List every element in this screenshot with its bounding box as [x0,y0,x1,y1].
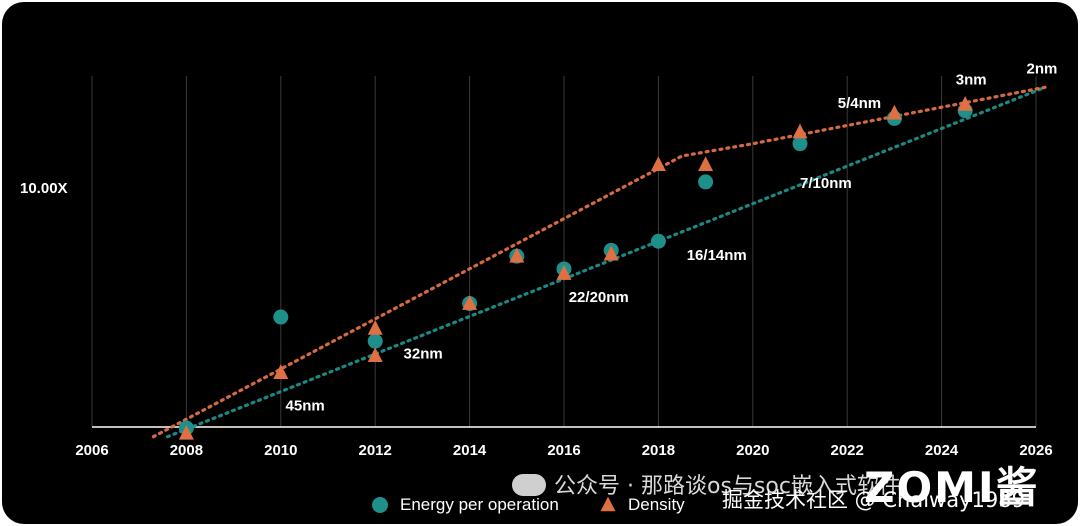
density-point [509,247,525,263]
density-point [957,96,973,111]
wechat-watermark: 公众号 · 那路谈os与soc嵌入式软件 [512,468,901,500]
energy-point [792,136,808,152]
x-tick-label: 2022 [831,442,864,459]
x-tick-label: 2006 [75,442,108,459]
density-point [792,123,808,139]
node-label: 22/20nm [569,289,629,306]
legend-energy-label: Energy per operation [400,495,559,514]
node-label: 7/10nm [800,175,852,192]
site-watermark: 掘金技术社区 @ Chaiway1989 [722,488,1025,512]
density-point [603,245,619,261]
node-label: 32nm [404,345,443,362]
legend-density-marker [600,496,616,512]
energy-point [698,174,714,190]
density-point [367,347,383,363]
legend-density-label: Density [628,495,685,514]
density-point [556,265,572,280]
energy-point [367,333,383,349]
density-point [178,424,194,440]
node-label: 3nm [956,71,987,88]
wechat-icon [512,474,546,496]
node-label: 2nm [1027,60,1058,77]
y-tick-label: 10.00X [20,180,68,197]
density-point [886,104,902,120]
x-tick-label: 2012 [359,442,392,459]
density-point [273,364,289,379]
trend-line-energy [165,85,1047,439]
x-tick-label: 2018 [642,442,675,459]
x-tick-label: 2014 [453,442,487,459]
x-tick-label: 2024 [925,442,959,459]
density-point [367,320,383,335]
density-point [462,295,478,310]
node-label: 45nm [286,398,325,415]
legend-energy-marker [372,497,388,513]
node-label: 5/4nm [838,95,881,112]
x-tick-label: 2020 [736,442,769,459]
energy-point [273,309,289,325]
trend-lines [151,85,1047,439]
node-annotations: 45nm 32nm 22/20nm 16/14nm 7/10nm 5/4nm 3nm 2nm [286,60,1058,414]
energy-point [650,233,666,249]
axes: 2006 2008 2010 2012 2014 2016 2018 2020 2022 2024… [20,180,1053,459]
grid [91,76,1037,427]
wechat-watermark-text: 公众号 · 那路谈os与soc嵌入式软件 [554,474,901,499]
data-points [178,96,973,440]
x-tick-label: 2008 [170,442,203,459]
node-label: 16/14nm [687,247,747,264]
x-tick-label: 2010 [264,442,297,459]
legend: Energy per operation Density [372,495,685,514]
x-tick-label: 2016 [547,442,580,459]
density-point [650,156,666,172]
logo-watermark: ZOMI酱 [864,463,1040,512]
density-point [698,156,714,172]
x-tick-label: 2026 [1019,442,1052,459]
